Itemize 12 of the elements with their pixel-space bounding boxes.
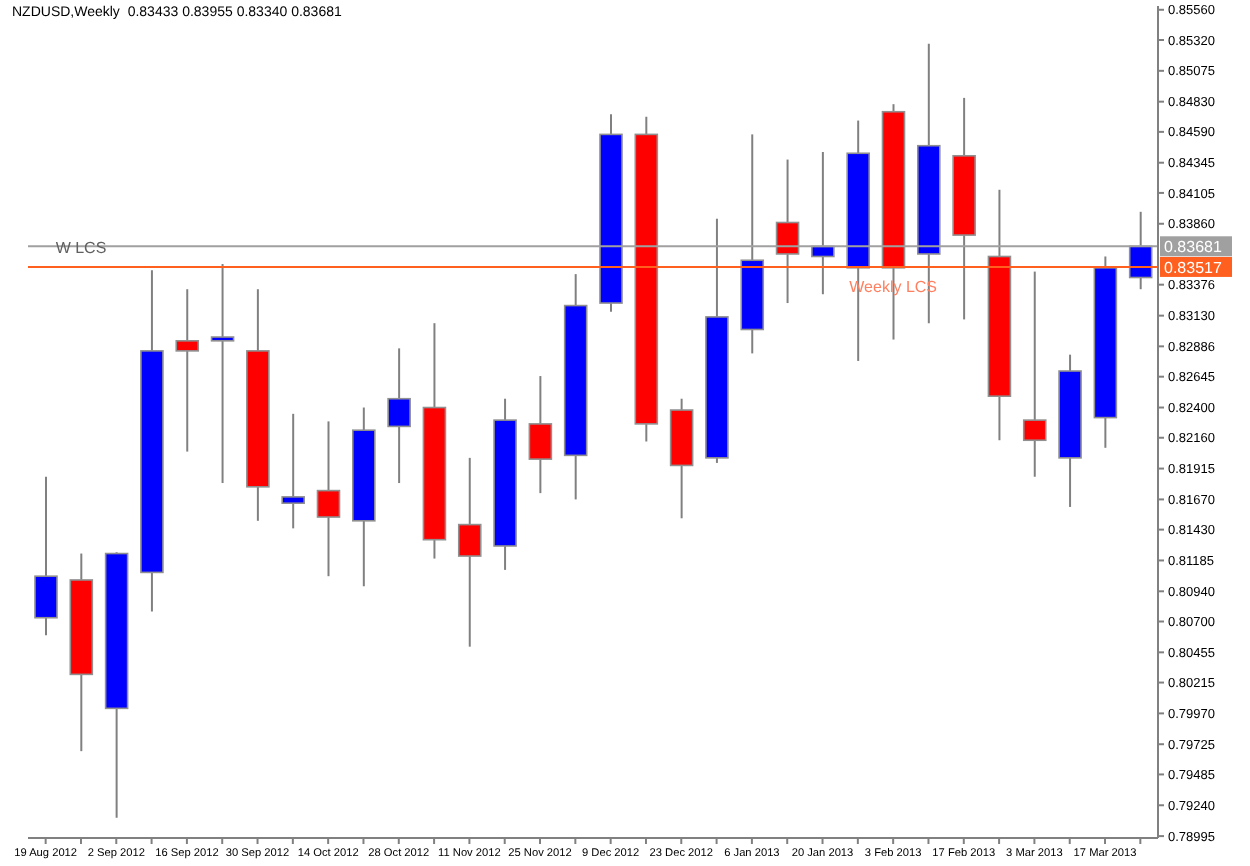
candlestick	[34, 475, 58, 637]
candlestick	[528, 375, 553, 495]
candlestick	[1022, 270, 1047, 478]
candlestick	[387, 347, 411, 485]
ref-line-label: 0.83681	[1164, 238, 1223, 257]
candlestick	[316, 420, 341, 578]
candlestick	[210, 263, 235, 485]
ref-line-label: 0.83517	[1164, 258, 1223, 277]
candlestick	[281, 412, 305, 530]
candlestick	[775, 158, 800, 305]
candlestick	[175, 288, 200, 453]
candlestick	[457, 456, 482, 648]
